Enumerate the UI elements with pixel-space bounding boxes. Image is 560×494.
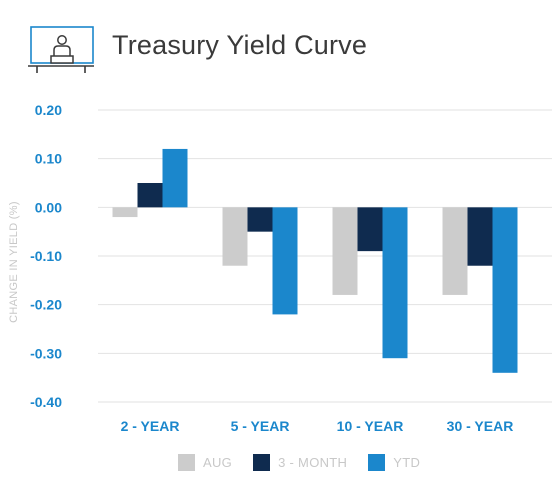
x-tick-label: 2 - YEAR bbox=[121, 418, 180, 434]
legend-label-3-month: 3 - MONTH bbox=[278, 454, 348, 470]
y-axis-label: CHANGE IN YIELD (%) bbox=[8, 201, 20, 323]
y-tick-labels: 0.20 0.10 0.00 -0.10 -0.20 -0.30 -0.40 bbox=[30, 102, 62, 410]
bar-3-month-30-year bbox=[467, 207, 493, 266]
legend-swatch-aug bbox=[178, 453, 195, 471]
bar-ytd-5-year bbox=[272, 207, 298, 315]
y-tick-label: 0.00 bbox=[35, 199, 62, 215]
y-tick-label: -0.30 bbox=[30, 345, 62, 361]
presenter-at-board-icon bbox=[28, 26, 94, 73]
y-tick-label: 0.20 bbox=[35, 102, 62, 118]
bar-aug-2-year bbox=[112, 207, 138, 218]
legend-item-aug: AUG bbox=[178, 453, 233, 471]
legend-swatch-3-month bbox=[253, 453, 271, 471]
bar-ytd-30-year bbox=[492, 207, 518, 373]
legend-label-ytd: YTD bbox=[393, 454, 421, 470]
x-tick-label: 30 - YEAR bbox=[447, 418, 514, 434]
bar-3-month-5-year bbox=[247, 207, 273, 232]
y-tick-label: 0.10 bbox=[35, 151, 62, 167]
y-tick-label: -0.10 bbox=[30, 248, 62, 264]
bar-aug-10-year bbox=[332, 207, 358, 295]
y-tick-label: -0.20 bbox=[30, 297, 62, 313]
y-tick-label: -0.40 bbox=[30, 394, 62, 410]
bars bbox=[112, 148, 518, 373]
x-tick-labels: 2 - YEAR 5 - YEAR 10 - YEAR 30 - YEAR bbox=[121, 418, 514, 434]
bar-aug-30-year bbox=[442, 207, 468, 295]
chart-header: Treasury Yield Curve bbox=[0, 0, 560, 90]
legend-label-aug: AUG bbox=[203, 454, 233, 470]
chart-title: Treasury Yield Curve bbox=[112, 30, 368, 60]
bar-3-month-2-year bbox=[137, 183, 163, 208]
legend-item-ytd: YTD bbox=[368, 453, 421, 471]
x-tick-label: 10 - YEAR bbox=[337, 418, 404, 434]
legend: AUG 3 - MONTH YTD bbox=[178, 452, 441, 472]
legend-swatch-ytd bbox=[368, 453, 386, 471]
x-tick-label: 5 - YEAR bbox=[231, 418, 290, 434]
legend-item-3-month: 3 - MONTH bbox=[253, 453, 348, 471]
bar-ytd-2-year bbox=[162, 148, 188, 208]
bar-3-month-10-year bbox=[357, 207, 383, 252]
bar-ytd-10-year bbox=[382, 207, 408, 359]
bar-aug-5-year bbox=[222, 207, 248, 266]
